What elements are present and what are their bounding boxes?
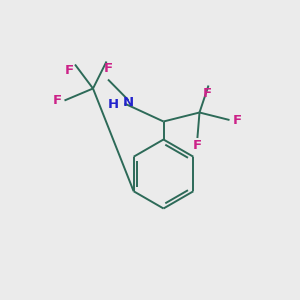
- Text: F: F: [65, 64, 74, 77]
- Text: F: F: [103, 62, 112, 76]
- Text: H: H: [107, 98, 119, 112]
- Text: N: N: [123, 96, 134, 109]
- Text: F: F: [52, 94, 62, 107]
- Text: F: F: [232, 113, 242, 127]
- Text: F: F: [193, 139, 202, 152]
- Text: F: F: [202, 86, 211, 100]
